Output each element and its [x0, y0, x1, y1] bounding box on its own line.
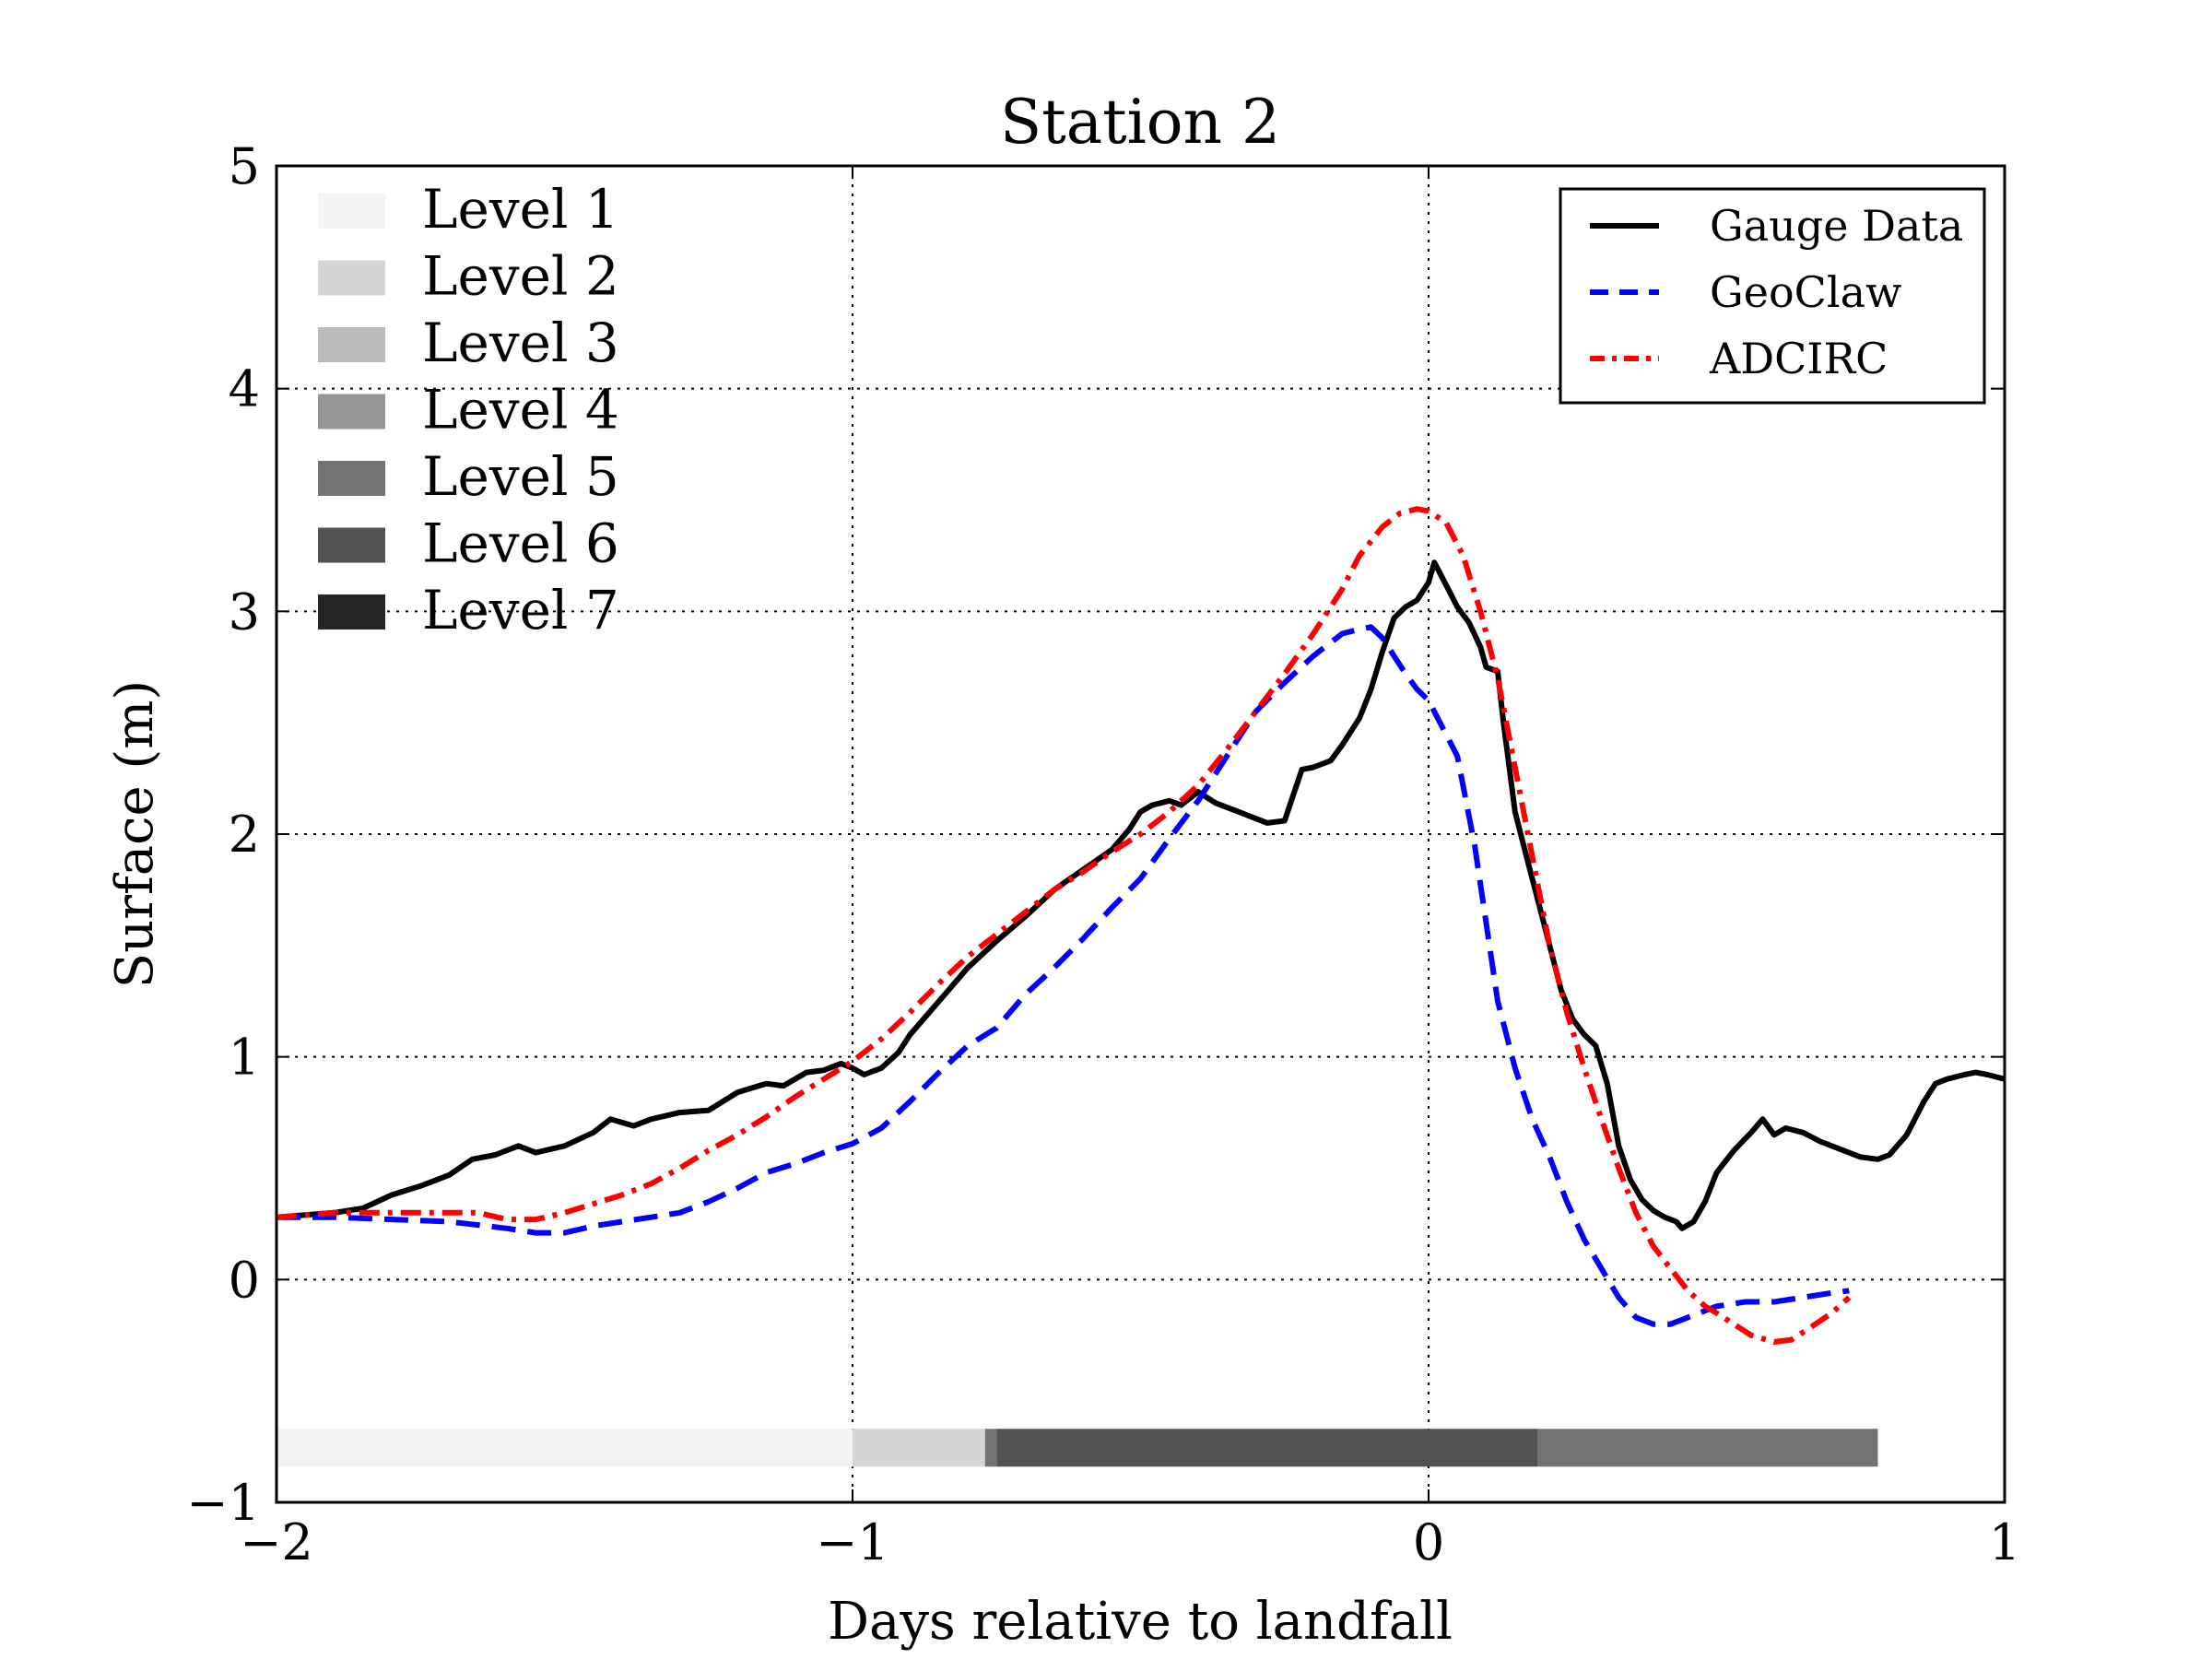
series-legend-label: ADCIRC: [1709, 334, 1888, 383]
series-legend: Gauge Data GeoClaw ADCIRC: [1559, 187, 1986, 405]
series-line-geoclaw: [276, 624, 1850, 1327]
level-legend-label: Level 4: [422, 379, 619, 441]
y-tick-label: 4: [229, 360, 260, 418]
series-legend-label: GeoClaw: [1710, 267, 1901, 317]
level-bar-segment: [853, 1429, 985, 1467]
level-legend-label: Level 6: [422, 512, 619, 575]
series-line-adcirc: [276, 506, 1852, 1345]
series-legend-label: Gauge Data: [1710, 201, 1963, 251]
level-legend-swatch: [318, 461, 385, 496]
level-bar-segment: [1537, 1429, 1878, 1467]
level-legend-swatch: [318, 327, 385, 362]
x-tick-label: −2: [240, 1513, 313, 1571]
level-legend-label: Level 5: [422, 445, 619, 508]
level-legend-swatch: [318, 594, 385, 629]
level-legend-label: Level 3: [422, 312, 619, 374]
level-legend-label: Level 1: [422, 178, 619, 241]
y-tick-label: 5: [229, 137, 260, 195]
y-tick-label: 3: [229, 582, 260, 641]
refinement-level-bar: [276, 1429, 1878, 1467]
level-legend-swatch: [318, 527, 385, 563]
y-tick-label: 0: [229, 1251, 260, 1309]
y-tick-label: −1: [186, 1474, 260, 1532]
y-axis-label: Surface (m): [105, 680, 165, 988]
level-bar-segment: [276, 1429, 853, 1467]
level-legend-label: Level 7: [422, 579, 619, 641]
chart-title: Station 2: [1000, 87, 1280, 158]
x-axis-label: Days relative to landfall: [828, 1592, 1453, 1652]
level-legend-swatch: [318, 394, 385, 429]
level-legend-label: Level 2: [422, 245, 619, 308]
level-legend-swatch: [318, 194, 385, 229]
x-tick-label: −1: [816, 1513, 889, 1571]
x-tick-label: 1: [1989, 1513, 2020, 1571]
level-bar-segment: [984, 1429, 997, 1467]
grid-lines: [276, 166, 2005, 1502]
x-tick-label: 0: [1413, 1513, 1444, 1571]
y-tick-label: 2: [229, 806, 260, 864]
series-line-gauge-data: [276, 559, 2006, 1231]
level-legend-swatch: [318, 260, 385, 296]
y-tick-label: 1: [229, 1029, 260, 1087]
data-series: [276, 506, 2006, 1345]
level-bar-segment: [996, 1429, 1538, 1467]
